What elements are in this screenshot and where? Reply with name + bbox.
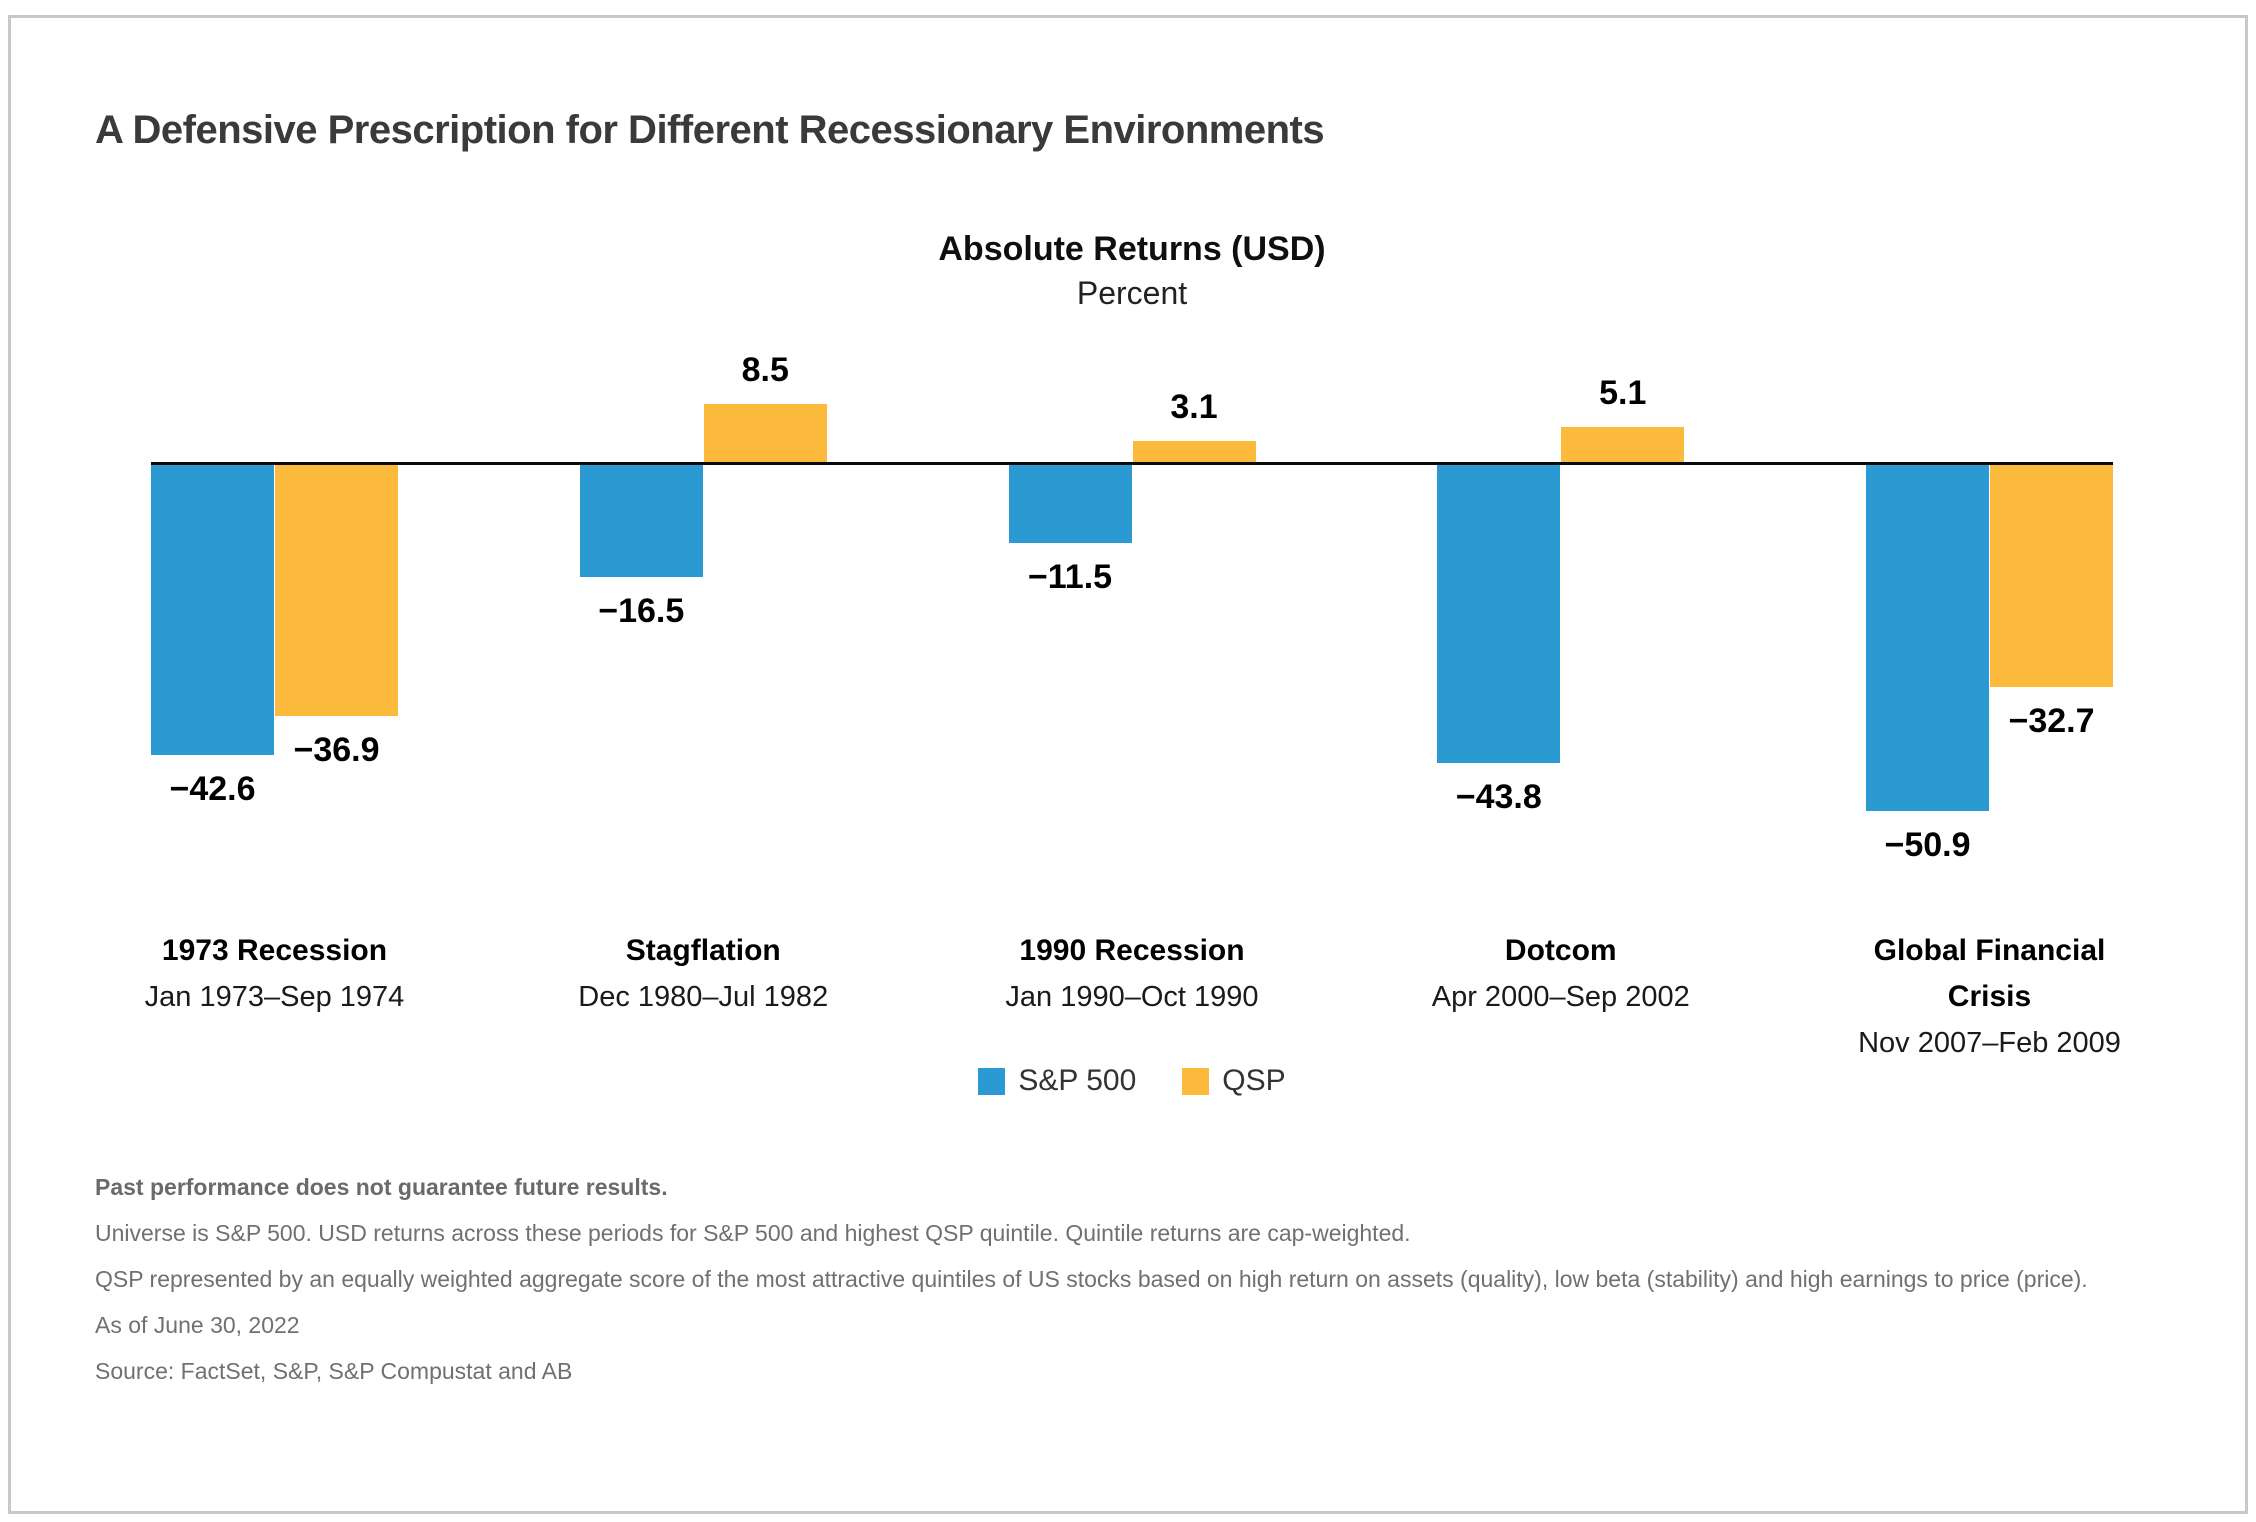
legend-swatch-icon (1182, 1067, 1210, 1095)
category-label: 1973 Recession Jan 1973–Sep 1974 (132, 928, 418, 1020)
category-period: Dec 1980–Jul 1982 (578, 981, 829, 1013)
category-label: Global Financial Crisis Nov 2007–Feb 200… (1847, 928, 2133, 1066)
bar-qsp (275, 465, 398, 716)
bar-sp500 (1866, 465, 1989, 812)
page-title: A Defensive Prescription for Different R… (95, 108, 1325, 152)
bar-group: Dotcom Apr 2000–Sep 2002 −43.8 5.1 (1432, 265, 1690, 1075)
value-label: 3.1 (1170, 387, 1218, 426)
footnote-as-of-date: As of June 30, 2022 (95, 1312, 300, 1338)
chart-header: Absolute Returns (USD) Percent (151, 230, 2113, 312)
footnote-disclaimer: Past performance does not guarantee futu… (95, 1174, 668, 1200)
legend-swatch-icon (978, 1067, 1006, 1095)
bar-group: 1990 Recession Jan 1990–Oct 1990 −11.5 3.… (1005, 265, 1258, 1075)
bar-sp500 (1437, 465, 1561, 763)
footnotes: Past performance does not guarantee futu… (95, 1164, 2185, 1394)
footnote-source: Source: FactSet, S&P, S&P Compustat and … (95, 1358, 573, 1384)
bar-group: Stagflation Dec 1980–Jul 1982 −16.5 8.5 (578, 265, 828, 1075)
category-name: 1973 Recession (161, 934, 388, 967)
chart-card: A Defensive Prescription for Different R… (8, 15, 2248, 1514)
legend-item: QSP (1182, 1064, 1286, 1098)
chart-title: Absolute Returns (USD) (938, 230, 1326, 268)
value-label: −11.5 (1027, 558, 1113, 597)
category-period: Jan 1990–Oct 1990 (1005, 981, 1259, 1013)
footnote-universe: Universe is S&P 500. USD returns across … (95, 1220, 1411, 1246)
chart-units-label: Percent (1076, 275, 1188, 311)
bar-qsp (1990, 465, 2113, 688)
plot-area: 1973 Recession Jan 1973–Sep 1974 −42.6 −3… (145, 265, 2121, 1075)
bar-group: 1973 Recession Jan 1973–Sep 1974 −42.6 −3… (145, 265, 404, 1075)
category-name: Stagflation (625, 934, 781, 967)
category-period: Jan 1973–Sep 1974 (144, 981, 405, 1013)
bar-sp500 (151, 465, 274, 755)
bar-qsp (1561, 427, 1685, 462)
value-label: −42.6 (169, 769, 256, 808)
category-label: Stagflation Dec 1980–Jul 1982 (560, 928, 846, 1020)
category-name: 1990 Recession (1019, 934, 1245, 967)
category-label: Dotcom Apr 2000–Sep 2002 (1418, 928, 1704, 1020)
bar-groups: 1973 Recession Jan 1973–Sep 1974 −42.6 −3… (145, 265, 2121, 1075)
legend-item: S&P 500 (978, 1064, 1136, 1098)
legend-label: S&P 500 (1018, 1064, 1137, 1097)
category-period: Apr 2000–Sep 2002 (1431, 981, 1690, 1013)
zero-baseline-axis (151, 462, 2113, 465)
bar-qsp (703, 404, 827, 462)
category-name: Dotcom (1504, 934, 1617, 967)
value-label: −50.9 (1884, 826, 1971, 865)
value-label: 8.5 (741, 351, 789, 390)
footnote-qsp-definition: QSP represented by an equally weighted a… (95, 1266, 2088, 1292)
bar-group: Global Financial Crisis Nov 2007–Feb 200… (1858, 265, 2121, 1075)
legend-label: QSP (1222, 1064, 1286, 1097)
bar-sp500 (1008, 465, 1132, 544)
bar-sp500 (579, 465, 703, 578)
value-label: −36.9 (293, 730, 380, 769)
legend: S&P 500 QSP (151, 1064, 2113, 1098)
category-period: Nov 2007–Feb 2009 (1858, 1027, 2121, 1059)
value-label: −16.5 (598, 592, 685, 631)
category-label: 1990 Recession Jan 1990–Oct 1990 (989, 928, 1275, 1020)
category-name: Global Financial Crisis (1873, 934, 2106, 1013)
value-label: −43.8 (1455, 777, 1542, 816)
bar-qsp (1132, 440, 1256, 462)
value-label: 5.1 (1599, 374, 1647, 413)
value-label: −32.7 (2008, 702, 2095, 741)
